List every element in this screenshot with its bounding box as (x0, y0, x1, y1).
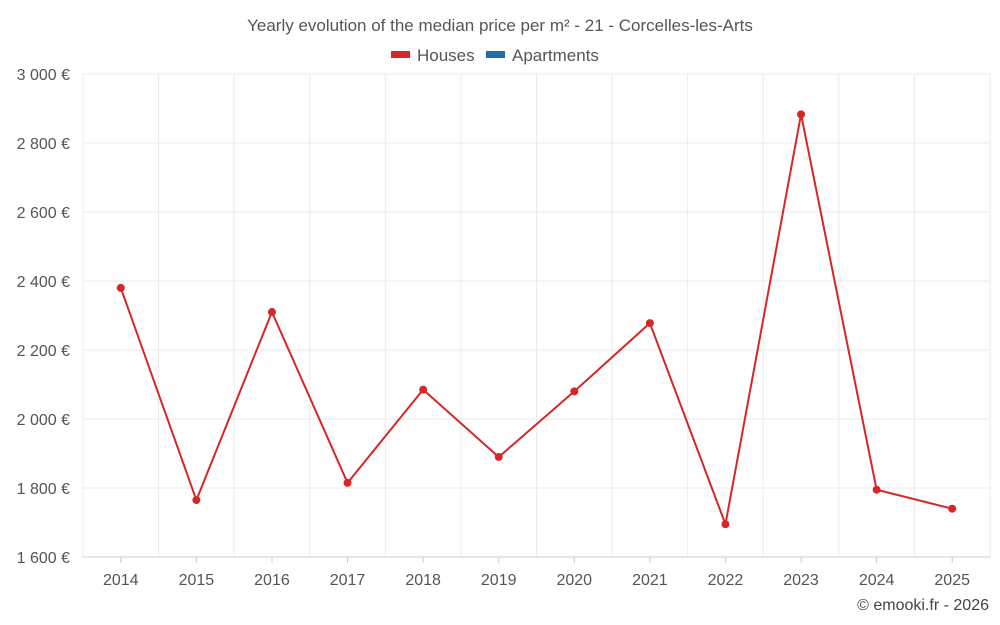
credit-text: © emooki.fr - 2026 (857, 597, 989, 614)
data-point-houses[interactable] (192, 496, 201, 505)
data-point-houses[interactable] (645, 319, 654, 328)
legend-swatch-apartments[interactable] (486, 51, 505, 58)
legend-swatch-houses[interactable] (391, 51, 410, 58)
x-tick-label: 2017 (330, 572, 366, 589)
x-tick-label: 2019 (481, 572, 517, 589)
x-tick-label: 2022 (708, 572, 744, 589)
series-line-houses (119, 113, 953, 526)
series-houses (116, 110, 957, 529)
grid (82, 73, 991, 557)
x-tick-label: 2025 (934, 572, 970, 589)
data-point-houses[interactable] (797, 110, 806, 119)
y-tick-label: 2 600 € (17, 205, 70, 222)
x-tick-label: 2014 (103, 572, 139, 589)
legend-label-apartments[interactable]: Apartments (512, 46, 599, 65)
y-tick-label: 1 600 € (17, 550, 70, 567)
x-tick-label: 2023 (783, 572, 819, 589)
chart-title: Yearly evolution of the median price per… (247, 16, 753, 35)
x-axis: 2014 2015 2016 2017 2018 2019 2020 2021 2022 2023… (83, 556, 990, 589)
data-point-houses[interactable] (570, 387, 579, 396)
y-tick-label: 3 000 € (17, 67, 70, 84)
y-tick-label: 2 400 € (17, 274, 70, 291)
data-point-houses[interactable] (721, 520, 730, 529)
x-tick-label: 2018 (405, 572, 441, 589)
data-point-houses[interactable] (343, 478, 352, 487)
x-tick-label: 2024 (859, 572, 895, 589)
legend: Houses Apartments (391, 46, 599, 65)
y-tick-label: 1 800 € (17, 481, 70, 498)
data-point-houses[interactable] (419, 385, 428, 394)
x-tick-label: 2016 (254, 572, 290, 589)
y-tick-label: 2 800 € (17, 136, 70, 153)
data-point-houses[interactable] (494, 452, 503, 461)
x-tick-label: 2015 (179, 572, 215, 589)
y-tick-label: 2 200 € (17, 343, 70, 360)
x-tick-label: 2021 (632, 572, 668, 589)
y-axis: 1 600 € 1 800 € 2 000 € 2 200 € 2 400 € 2 600… (17, 67, 70, 567)
x-tick-label: 2020 (556, 572, 592, 589)
data-point-houses[interactable] (116, 283, 125, 292)
data-point-houses[interactable] (872, 485, 881, 494)
y-tick-label: 2 000 € (17, 412, 70, 429)
data-point-houses[interactable] (267, 308, 276, 317)
legend-label-houses[interactable]: Houses (417, 46, 475, 65)
data-point-houses[interactable] (948, 504, 957, 513)
